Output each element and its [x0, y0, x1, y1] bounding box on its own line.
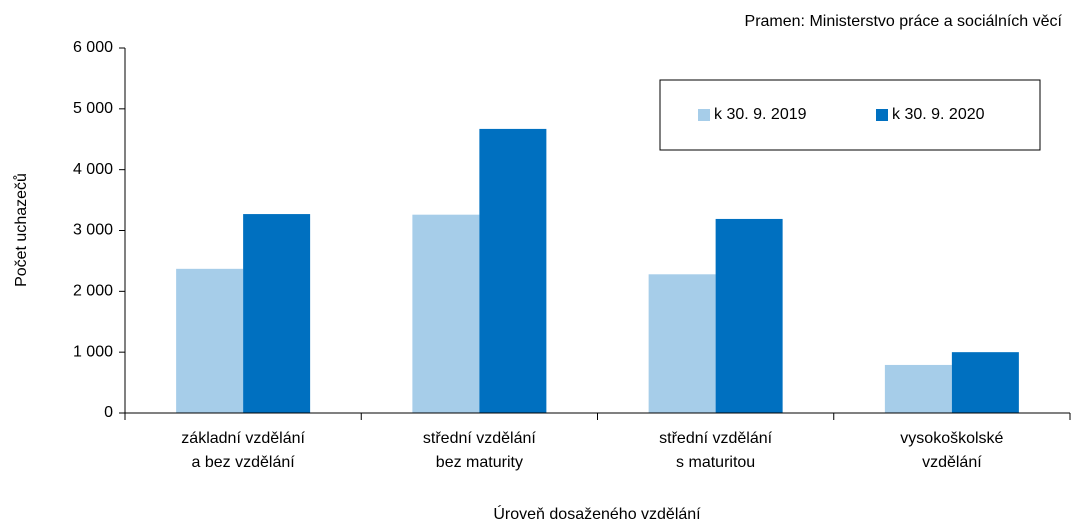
- bar: [176, 268, 244, 413]
- legend-box: [659, 79, 1041, 151]
- y-tick-label: 5 000: [73, 100, 113, 117]
- x-tick-label: střední vzdělání bez maturity: [423, 430, 537, 471]
- bar: [648, 274, 716, 413]
- y-tick-label: 1 000: [73, 343, 113, 360]
- bar: [884, 364, 952, 413]
- y-tick-label: 2 000: [73, 283, 113, 300]
- source: Pramen: Ministerstvo práce a sociálních …: [745, 13, 1063, 30]
- y-axis-label: Počet uchazečů: [12, 173, 30, 287]
- x-axis-label: Úroveň dosaženého vzdělání: [493, 504, 701, 523]
- x-tick-label-line: vysokoškolské: [900, 430, 1003, 447]
- x-tick-label-line: vzdělání: [922, 454, 982, 471]
- bar: [243, 214, 311, 413]
- legend-swatch: [876, 109, 888, 121]
- y-tick-label: 0: [104, 404, 113, 421]
- bar: [412, 214, 480, 413]
- bar: [479, 128, 547, 414]
- x-tick-label: střední vzdělání s maturitou: [659, 430, 773, 471]
- legend-label: k 30. 9. 2020: [892, 106, 985, 123]
- y-tick-label: 4 000: [73, 161, 113, 178]
- bar: [715, 218, 783, 413]
- legend-label: k 30. 9. 2019: [714, 106, 807, 123]
- x-tick-label-line: s maturitou: [676, 454, 755, 471]
- x-tick-label: základní vzdělání a bez vzdělání: [181, 430, 305, 471]
- x-tick-label-line: střední vzdělání: [423, 430, 537, 447]
- x-tick-label: vysokoškolské vzdělání: [900, 430, 1003, 471]
- y-tick-label: 6 000: [73, 39, 113, 56]
- x-tick-label-line: bez maturity: [436, 454, 523, 471]
- x-tick-label-line: základní vzdělání: [181, 430, 305, 447]
- x-tick-label-line: střední vzdělání: [659, 430, 773, 447]
- legend-swatch: [698, 109, 710, 121]
- bar: [951, 352, 1019, 413]
- y-tick-label: 3 000: [73, 222, 113, 239]
- x-tick-label-line: a bez vzdělání: [192, 454, 296, 471]
